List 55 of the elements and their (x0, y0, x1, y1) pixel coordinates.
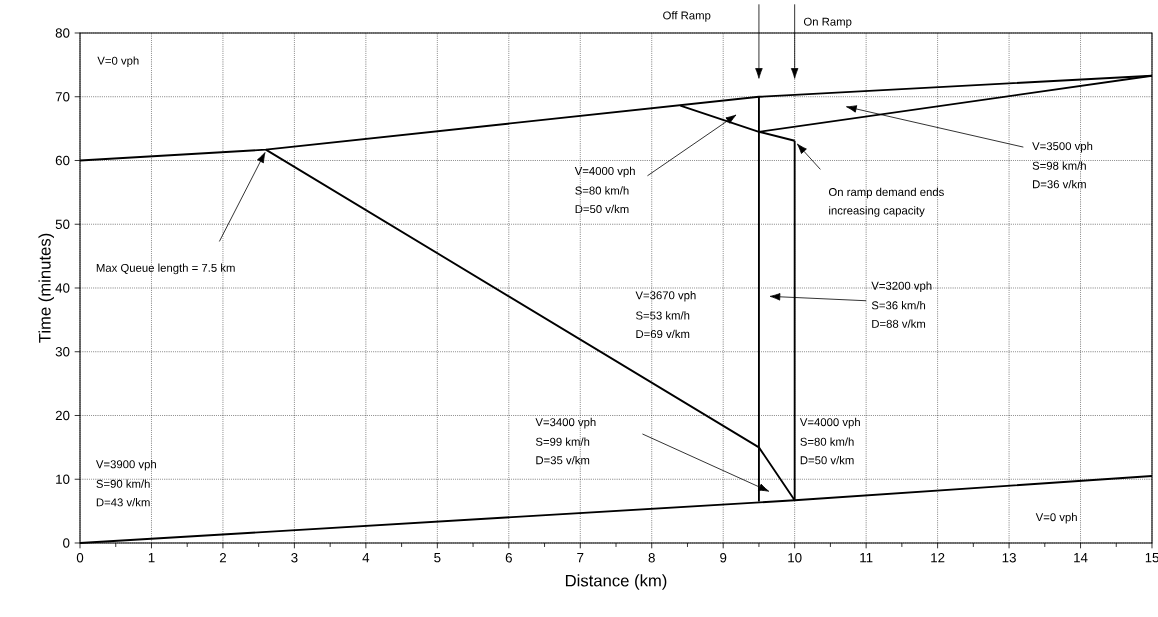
annotation: V=0 vph (97, 56, 139, 67)
annotation: V=3900 vph (95, 459, 156, 471)
annotation: V=3500 vph (1032, 141, 1093, 153)
annotation: On ramp demand ends (828, 187, 944, 199)
y-tick-label: 50 (55, 219, 70, 229)
x-tick-label: 10 (788, 553, 802, 563)
x-tick-label: 0 (76, 553, 84, 563)
annotation: S=98 km/h (1032, 161, 1086, 170)
annotation: V=3400 vph (535, 417, 596, 429)
x-tick-label: 6 (505, 553, 512, 563)
x-tick-label: 5 (434, 553, 441, 563)
annotation: D=88 v/km (872, 319, 926, 328)
annotation: D=35 v/km (536, 455, 590, 465)
x-tick-label: 3 (291, 553, 298, 563)
annotation: increasing capacity (829, 206, 925, 217)
y-tick-label: 20 (55, 410, 70, 421)
annotation: D=69 v/km (636, 329, 690, 339)
x-tick-label: 4 (362, 553, 370, 563)
x-tick-label: 11 (860, 553, 873, 563)
x-tick-label: 13 (1002, 553, 1016, 563)
x-axis-title: Distance (km) (565, 574, 667, 590)
annotation: V=3200 vph (871, 281, 932, 292)
y-tick-label: 70 (55, 92, 70, 102)
x-tick-label: 7 (577, 553, 584, 563)
annotation: D=50 v/km (800, 455, 854, 465)
annotation: D=43 v/km (96, 498, 150, 507)
text: Off Ramp (663, 11, 711, 22)
annotation: S=80 km/h (575, 186, 629, 195)
y-tick-label: 60 (55, 155, 70, 166)
y-tick-label: 10 (56, 474, 70, 484)
annotation: S=36 km/h (871, 301, 926, 310)
y-tick-label: 30 (55, 347, 70, 357)
y-axis-title: Time (minutes) (38, 233, 54, 343)
annotation: S=99 km/h (535, 437, 590, 446)
y-tick-label: 80 (55, 28, 70, 38)
annotation: V=0 vph (1035, 512, 1077, 524)
x-tick-label: 14 (1074, 553, 1088, 563)
annotation: V=3670 vph (635, 290, 696, 302)
y-tick-label: 40 (55, 283, 70, 293)
annotation: S=90 km/h (96, 479, 150, 488)
x-tick-label: 15 (1145, 553, 1158, 563)
annotation: S=53 km/h (635, 311, 690, 320)
annotation: D=50 v/km (575, 204, 629, 214)
annotation: Max Queue length = 7.5 km (96, 263, 235, 275)
annotation: D=36 v/km (1033, 179, 1086, 189)
x-tick-label: 9 (720, 553, 727, 563)
annotation: S=80 km/h (800, 437, 854, 446)
text: On Ramp (803, 17, 852, 28)
x-tick-label: 2 (219, 553, 226, 563)
annotation: V=4000 vph (574, 166, 635, 178)
x-tick-label: 1 (148, 553, 155, 563)
x-tick-label: 12 (931, 553, 945, 563)
annotation: V=4000 vph (799, 417, 860, 429)
y-tick-label: 0 (63, 538, 70, 548)
x-tick-label: 8 (648, 553, 655, 563)
